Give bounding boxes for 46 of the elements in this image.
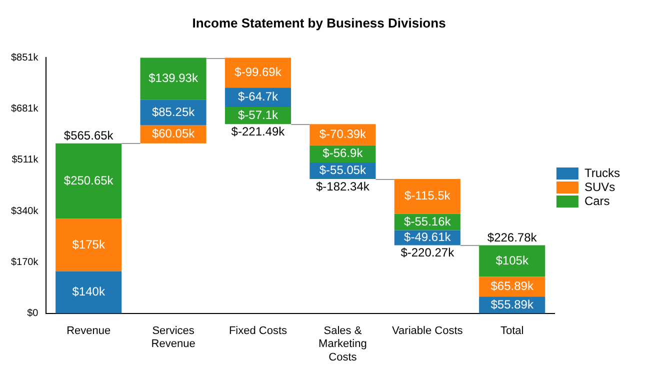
y-tick-label: $681k [10,104,40,115]
total-label: $-220.27k [400,246,456,260]
data-label: $55.89k [490,297,534,312]
data-label: $175k [72,237,106,252]
data-label: $-57.1k [238,108,280,122]
bar [479,245,546,277]
bar [394,179,460,214]
legend-label: Cars [584,194,610,208]
legend-label: SUVs [584,180,616,194]
bar [56,218,122,272]
y-tick-label: $0 [27,308,39,320]
bar [140,58,206,100]
data-label: $65.89k [490,279,534,294]
x-tick-label: Revenue [66,325,111,338]
y-tick-label: $511k [12,154,40,166]
x-tick-label: Fixed Costs [228,325,288,338]
x-tick-label: Sales & Marketing Costs [318,325,367,364]
data-label: $139.93k [148,70,199,85]
x-tick-label: Services Revenue [151,325,196,350]
data-label: $60.05k [152,126,196,141]
data-label: $-49.61k [404,230,452,244]
x-tick-label: Total [500,325,524,338]
data-label: $140k [72,284,106,299]
data-label: $-70.39k [319,127,368,142]
total-label: $226.78k [487,230,538,245]
y-tick-label: $851k [10,52,40,64]
total-label: $-182.34k [316,179,370,194]
bar [140,100,206,126]
bar [56,271,122,314]
data-label: $-56.9k [322,146,364,160]
x-tick-label: Variable Costs [392,325,464,338]
data-label: $-64.7k [238,90,280,104]
chart-title: Income Statement by Business Divisions [192,15,446,30]
data-label: $-55.05k [319,163,368,178]
total-label: $565.65k [64,128,114,143]
bar [56,143,122,219]
total-label: $-221.49k [231,124,286,138]
y-tick-label: $170k [10,256,40,268]
y-tick-label: $340k [10,206,40,217]
data-label: $105k [496,253,530,268]
data-label: $250.65k [64,173,114,188]
data-label: $-115.5k [404,188,452,203]
data-label: $-55.16k [404,214,452,228]
data-label: $85.25k [152,104,196,119]
data-label: $-99.69k [234,64,282,79]
legend-label: Trucks [584,166,620,180]
